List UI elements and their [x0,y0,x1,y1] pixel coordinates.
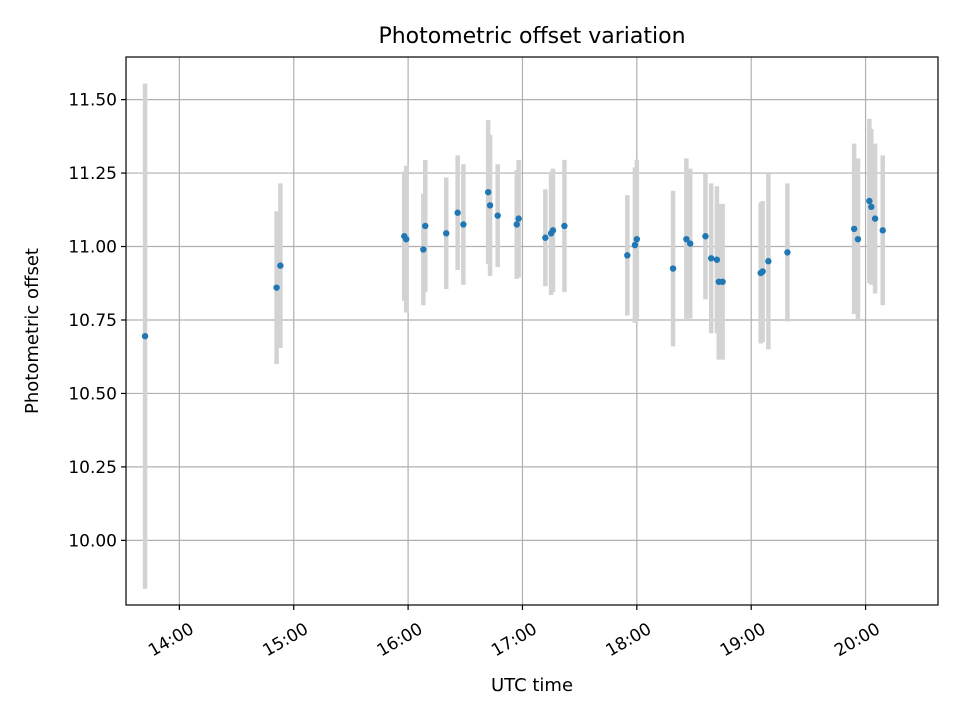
data-point [784,249,791,256]
data-point [871,215,879,222]
data-point [854,235,862,243]
data-point [631,241,639,249]
x-tick-label: 18:00 [603,619,655,661]
y-tick-label: 10.50 [68,384,117,404]
grid-lines [126,57,938,605]
data-point [669,265,677,272]
data-point [759,268,766,275]
data-point [454,209,461,216]
data-point [141,332,149,340]
data-point [868,203,875,211]
y-tick-label: 10.75 [68,311,117,331]
x-tick-label: 20:00 [831,619,883,661]
data-point [719,278,726,285]
data-point [624,252,631,259]
data-point [486,202,494,209]
data-point [549,227,557,234]
data-point [702,233,709,240]
x-tick-label: 14:00 [145,619,197,661]
data-point [420,246,427,253]
x-tick-label: 17:00 [488,619,540,661]
plot-frame [125,56,939,606]
data-point [460,221,467,228]
y-axis-label: Photometric offset [22,248,43,414]
data-point [484,188,492,196]
data-point [850,225,858,233]
data-point [765,258,772,265]
data-point [687,240,694,247]
chart-title: Photometric offset variation [378,24,685,49]
data-point [513,221,520,228]
x-tick-label: 15:00 [259,619,311,661]
data-point [542,234,549,241]
data-point [561,222,568,230]
y-tick-label: 11.25 [68,164,117,184]
data-point [707,255,715,262]
y-tick-label: 11.50 [68,91,117,111]
data-point [273,284,280,291]
data-point [683,235,690,243]
x-axis-label: UTC time [491,675,573,696]
data-point [277,262,284,269]
x-tick-label: 16:00 [374,619,426,661]
data-point [633,235,641,243]
data-point [443,230,450,237]
y-tick-label: 10.25 [68,458,117,478]
error-bars [142,83,885,589]
data-point [422,222,429,230]
data-point [494,212,501,219]
y-tick-label: 11.00 [68,238,117,258]
axis-ticks: 14:00 15:00 16:00 17:00 18:00 19:00 20:00 10.00… [68,91,883,661]
data-point [713,256,721,263]
y-tick-label: 10.00 [68,531,117,551]
x-tick-label: 19:00 [717,619,769,661]
data-points [141,188,886,340]
data-point [402,235,410,243]
data-point [866,197,873,205]
data-point [879,227,886,234]
data-point [515,215,522,222]
